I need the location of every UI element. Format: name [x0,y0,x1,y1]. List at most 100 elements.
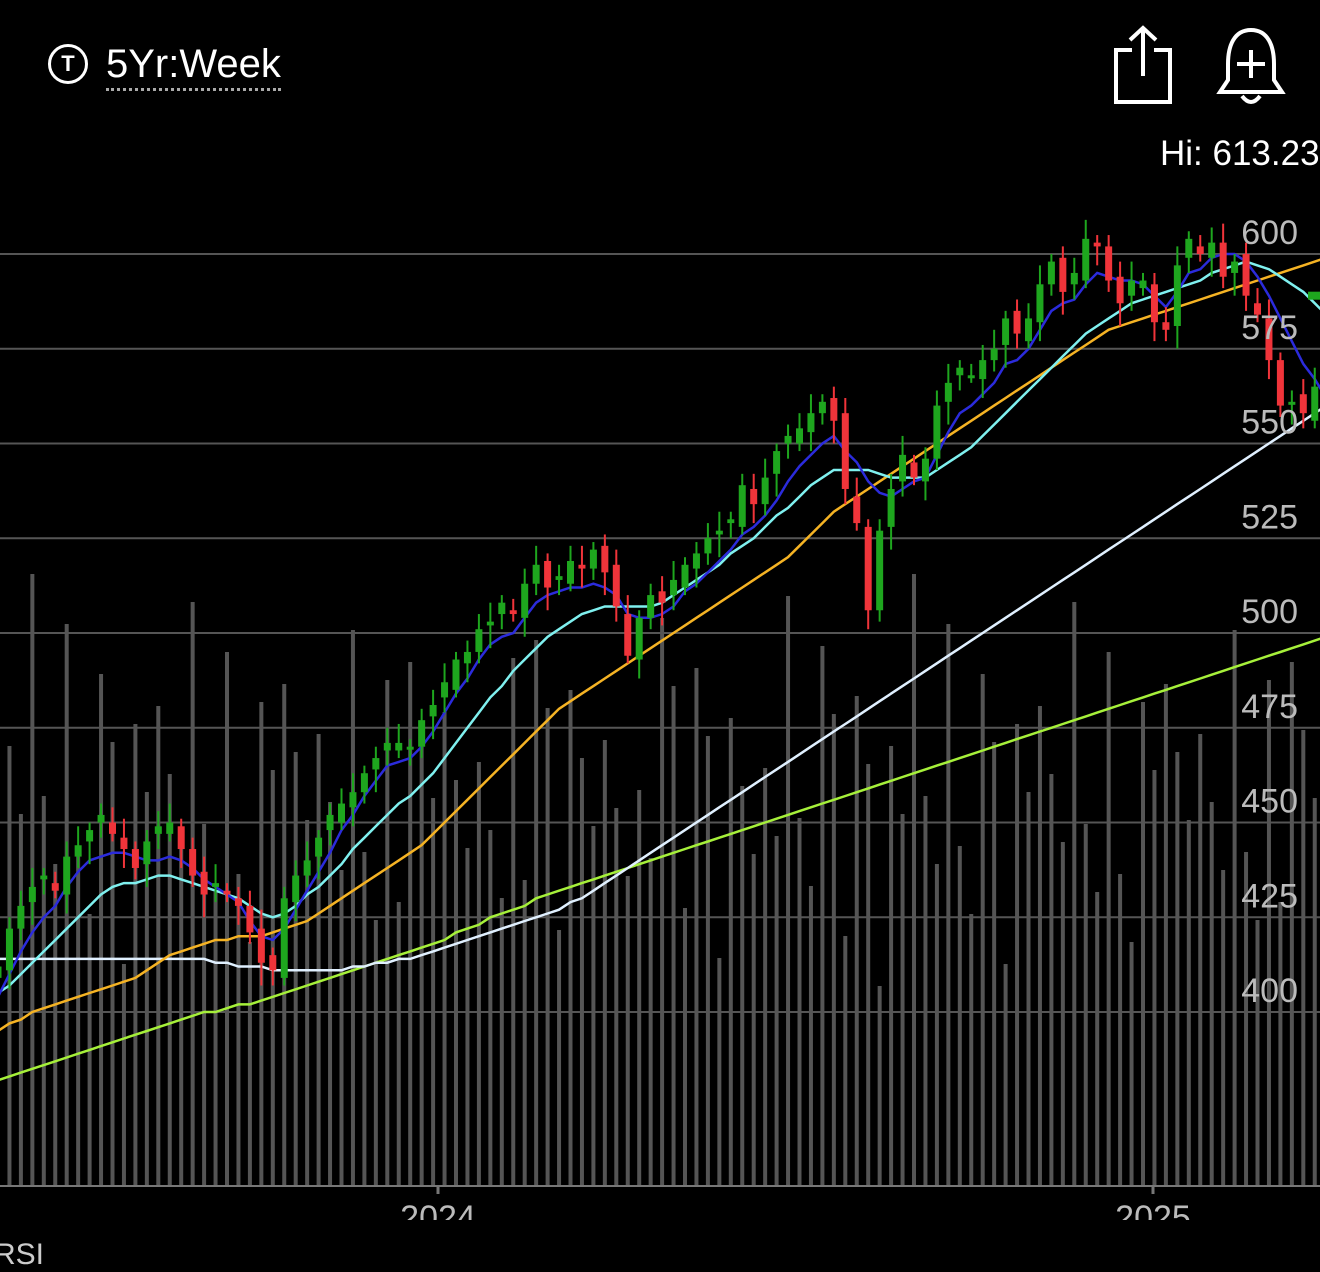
volume-bar [442,712,447,1186]
candle [796,428,803,444]
volume-bar [1083,824,1088,1186]
bell-plus-icon[interactable] [1216,24,1286,108]
ticker-type-icon: T [48,44,88,84]
candle [326,814,334,831]
volume-bar [763,768,768,1186]
volume-bar [1060,842,1065,1186]
share-icon[interactable] [1110,24,1176,108]
volume-bar [1152,770,1157,1186]
volume-bar [1255,920,1260,1186]
candle [1105,246,1113,281]
candle [315,837,323,857]
candle [578,564,586,569]
volume-bar [362,852,367,1186]
candle [1070,272,1078,285]
period-selector[interactable]: 5Yr:Week [106,40,281,91]
chart-toolbar: T 5Yr:Week [0,0,1320,130]
volume-bar [156,706,161,1186]
volume-bar [786,596,791,1186]
candle [601,545,609,573]
candle [521,583,529,618]
candle [761,477,769,505]
volume-bar [648,858,653,1186]
volume-bar [1198,734,1203,1186]
candle [86,830,94,842]
candle [544,560,552,588]
volume-bar [820,646,825,1186]
candle [292,875,300,903]
volume-bar [1186,820,1191,1186]
candle [635,617,643,660]
volume-bar [385,680,390,1186]
candle [486,621,494,626]
candle [1025,318,1032,342]
volume-bar [1049,774,1054,1186]
volume-bar [247,942,252,1186]
candle [853,496,861,524]
candle [1265,318,1273,361]
candle [441,682,449,698]
candle [1116,276,1124,304]
volume-bar [1106,652,1111,1186]
volume-bar [831,714,836,1186]
candle [658,591,666,603]
volume-bar [225,652,229,1186]
volume-bar [980,674,985,1186]
candle [612,564,620,607]
candle [246,905,254,933]
candle [498,602,506,615]
last-price-marker [1308,291,1320,300]
candle [1036,284,1044,323]
candle [1311,386,1319,421]
volume-bar [1175,752,1180,1186]
volume-bar [110,742,115,1186]
candle [280,898,288,978]
volume-bar [705,736,710,1186]
volume-bar [534,640,539,1186]
candle [166,822,174,834]
volume-bar [373,920,378,1186]
candle [532,564,540,584]
candle [807,413,815,433]
volume-bar [957,846,962,1186]
volume-bar [454,780,458,1186]
candle [177,826,185,850]
candle [303,860,311,876]
volume-bar [1026,792,1031,1186]
volume-bar [683,908,687,1186]
candle [567,560,574,584]
candle [109,822,116,834]
volume-bar [992,742,997,1186]
candle [727,519,735,524]
volume-bar [1118,874,1123,1186]
volume-bar [568,690,573,1186]
price-chart[interactable]: 600 575 550 525 500 475 450 425 400 2024 2025 [0,180,1320,1220]
candle [269,955,277,971]
candle [864,526,872,611]
volume-bar [625,876,630,1186]
candle [1231,261,1239,273]
volume-bar [1266,680,1271,1186]
candle [154,826,162,834]
candle [738,485,746,527]
candle [40,875,48,880]
candle [990,348,998,361]
volume-bar [465,848,470,1186]
candle [1276,360,1284,406]
y-tick-label: 475 [1241,688,1298,726]
candle [956,367,964,376]
volume-bar [511,658,516,1186]
volume-bar [637,790,642,1186]
candle [1242,254,1250,296]
y-tick-label: 425 [1241,877,1298,915]
volume-bar [1232,630,1237,1186]
candle [1059,257,1067,292]
candle [383,742,391,751]
volume-bar [843,936,848,1186]
volume-bar [408,662,413,1186]
y-tick-label: 450 [1241,783,1298,821]
candle [750,488,758,505]
candle [933,405,941,459]
candle [338,803,345,823]
candle [704,538,712,554]
